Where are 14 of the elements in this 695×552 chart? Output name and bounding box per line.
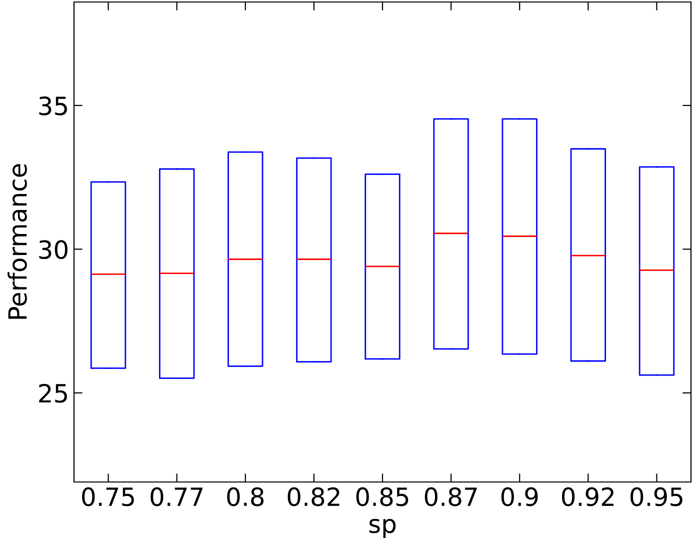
x-tick-label: 0.92 (562, 487, 614, 506)
x-tick-label: 0.95 (630, 487, 682, 506)
y-tick-label: 30 (39, 240, 68, 260)
y-tick-label: 35 (39, 96, 67, 116)
x-tick-label: 0.87 (424, 487, 477, 506)
x-tick-label: 0.77 (150, 487, 203, 506)
x-tick-label: 0.75 (82, 487, 134, 506)
x-tick-label: 0.82 (288, 487, 340, 506)
x-tick-label: 0.8 (227, 487, 264, 506)
x-tick-label: 0.9 (501, 487, 538, 506)
y-tick-label: 25 (39, 384, 67, 403)
y-axis-title: Performance (8, 164, 27, 319)
x-tick-label: 0.85 (356, 487, 408, 506)
x-axis-title: sp (369, 518, 396, 538)
